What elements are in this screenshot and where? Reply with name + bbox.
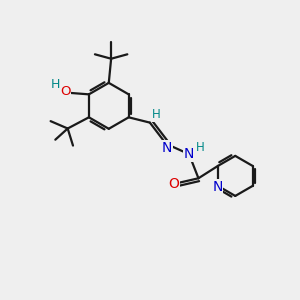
Text: H: H	[152, 109, 161, 122]
Text: H: H	[51, 78, 61, 91]
Text: N: N	[212, 180, 223, 194]
Text: O: O	[60, 85, 70, 98]
Text: N: N	[184, 147, 194, 161]
Text: O: O	[168, 177, 179, 191]
Text: H: H	[196, 141, 205, 154]
Text: N: N	[162, 141, 172, 155]
